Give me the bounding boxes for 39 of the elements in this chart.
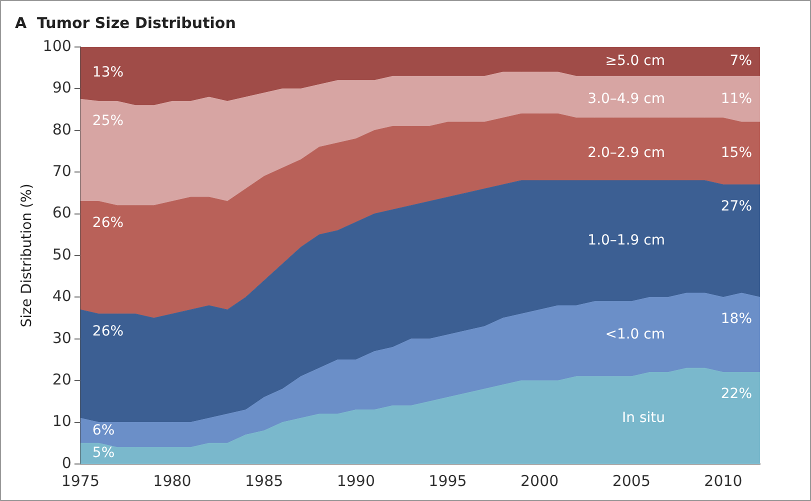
- y-tick-label: 80: [52, 120, 72, 138]
- series-label: In situ: [622, 410, 665, 426]
- y-tick-label: 30: [52, 328, 72, 347]
- y-tick-label: 40: [52, 287, 72, 306]
- data-label: 25%: [92, 112, 124, 129]
- x-tick-label: 2000: [520, 472, 559, 490]
- series-label: 2.0–2.9 cm: [588, 144, 665, 161]
- y-tick-label: 90: [52, 78, 72, 97]
- data-label: 26%: [92, 323, 124, 340]
- y-tick-label: 10: [52, 412, 72, 430]
- x-tick-label: 1990: [336, 472, 376, 490]
- data-label: 27%: [720, 198, 752, 214]
- x-tick-label: 1980: [153, 472, 192, 490]
- x-tick-label: 1975: [61, 472, 100, 490]
- y-tick-label: 20: [52, 370, 72, 388]
- y-tick-label: 50: [52, 245, 72, 264]
- data-label: 7%: [730, 53, 752, 70]
- data-label: 11%: [720, 90, 752, 107]
- y-tick-label: 70: [52, 162, 72, 180]
- y-tick-label: 0: [62, 454, 72, 472]
- data-label: 6%: [92, 422, 115, 438]
- series-label: 3.0–4.9 cm: [588, 90, 665, 107]
- data-label: 22%: [720, 386, 752, 402]
- x-tick-label: 1995: [428, 472, 467, 490]
- x-tick-label: 2005: [612, 472, 651, 490]
- y-tick-label: 60: [52, 204, 72, 222]
- data-label: 26%: [92, 214, 124, 231]
- data-label: 15%: [720, 144, 752, 161]
- y-tick-label: 100: [42, 36, 72, 55]
- chart-title: A Tumor Size Distribution: [15, 14, 236, 32]
- x-tick-label: 1985: [245, 472, 284, 490]
- data-label: 13%: [92, 64, 124, 81]
- data-label: 18%: [720, 310, 752, 327]
- series-label: 1.0–1.9 cm: [588, 232, 665, 249]
- data-label: 5%: [92, 445, 115, 462]
- x-tick-label: 2010: [704, 472, 742, 490]
- series-label: ≥5.0 cm: [605, 53, 665, 70]
- series-label: <1.0 cm: [605, 326, 665, 342]
- y-axis-title: Size Distribution (%): [19, 184, 36, 328]
